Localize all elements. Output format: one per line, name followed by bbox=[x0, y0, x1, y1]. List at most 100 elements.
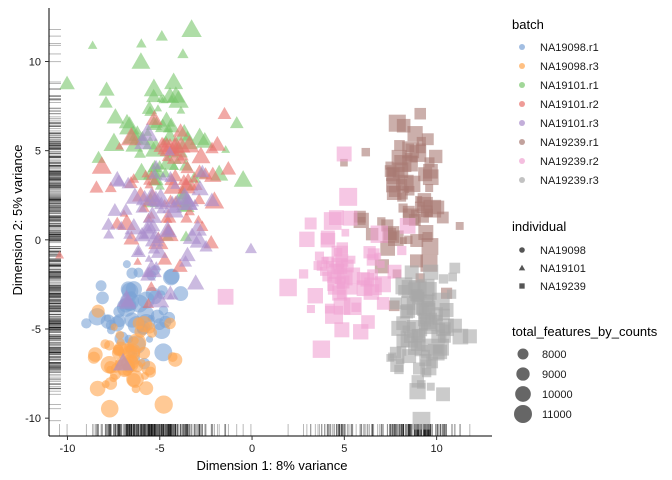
data-point bbox=[446, 289, 457, 299]
data-point bbox=[124, 217, 144, 235]
data-point bbox=[229, 116, 244, 129]
legend-individual-label: NA19101 bbox=[540, 263, 586, 275]
legend-batch-label: NA19239.r3 bbox=[540, 175, 599, 187]
legend-size-label: 11000 bbox=[542, 409, 572, 421]
data-point bbox=[367, 269, 378, 281]
data-point bbox=[179, 246, 196, 262]
data-point bbox=[401, 280, 420, 299]
data-point bbox=[164, 317, 176, 330]
data-point bbox=[91, 304, 105, 318]
data-point bbox=[89, 180, 104, 193]
legend-batch-key bbox=[519, 177, 525, 183]
data-point bbox=[323, 212, 342, 230]
data-point bbox=[164, 170, 177, 182]
data-point bbox=[336, 242, 349, 254]
legend-batch-label: NA19239.r1 bbox=[540, 137, 599, 149]
data-point bbox=[419, 354, 432, 367]
data-point bbox=[100, 355, 119, 374]
series-NA19239.r3 bbox=[386, 262, 477, 430]
data-point bbox=[170, 179, 181, 189]
data-point bbox=[96, 291, 109, 305]
data-point bbox=[158, 137, 170, 148]
data-point bbox=[385, 161, 394, 170]
data-point bbox=[137, 346, 151, 360]
data-point bbox=[448, 272, 457, 282]
data-point bbox=[145, 110, 163, 125]
data-point bbox=[298, 269, 309, 279]
data-point bbox=[115, 330, 125, 340]
y-tick-label: 0 bbox=[35, 235, 41, 247]
data-point bbox=[204, 166, 222, 182]
data-point bbox=[101, 217, 116, 230]
legend-size-key bbox=[514, 405, 532, 423]
data-point bbox=[217, 288, 234, 305]
data-point bbox=[412, 411, 431, 430]
data-point bbox=[133, 246, 144, 256]
legend-size-key bbox=[515, 386, 531, 402]
data-point bbox=[417, 193, 432, 207]
data-point bbox=[422, 169, 439, 186]
data-point bbox=[106, 108, 125, 124]
data-point bbox=[422, 232, 433, 242]
data-point bbox=[377, 260, 385, 268]
data-point bbox=[181, 19, 202, 38]
data-point bbox=[426, 382, 435, 391]
data-point bbox=[87, 40, 98, 49]
data-point bbox=[322, 271, 333, 282]
data-point bbox=[148, 168, 161, 179]
data-point bbox=[139, 381, 154, 396]
data-point bbox=[436, 387, 450, 402]
data-point bbox=[404, 265, 419, 280]
data-point bbox=[191, 180, 209, 196]
data-point bbox=[449, 262, 461, 274]
x-tick-label: 0 bbox=[249, 443, 255, 455]
data-point bbox=[134, 147, 146, 158]
data-point bbox=[425, 184, 434, 193]
data-point bbox=[177, 177, 196, 194]
legend-individual-key bbox=[518, 264, 526, 271]
data-point bbox=[316, 260, 328, 271]
legend-batch-label: NA19239.r2 bbox=[540, 156, 599, 168]
data-point bbox=[390, 358, 404, 372]
data-point bbox=[135, 201, 148, 213]
data-point bbox=[414, 107, 427, 120]
data-point bbox=[244, 242, 257, 254]
data-point bbox=[422, 300, 436, 314]
legend-batch-key bbox=[519, 139, 525, 145]
data-point bbox=[179, 193, 198, 210]
data-point bbox=[141, 259, 162, 278]
data-point bbox=[110, 323, 118, 331]
data-point bbox=[121, 176, 135, 189]
data-point bbox=[418, 313, 431, 327]
legend-size: total_features_by_counts 8000 9000 10000 11… bbox=[512, 324, 658, 423]
data-point bbox=[370, 225, 388, 243]
data-point bbox=[126, 370, 144, 388]
data-point bbox=[133, 267, 144, 278]
data-point bbox=[404, 175, 421, 193]
data-point bbox=[221, 145, 231, 153]
data-point bbox=[153, 104, 163, 112]
data-point bbox=[351, 302, 361, 312]
data-point bbox=[399, 218, 416, 234]
data-point bbox=[134, 133, 152, 149]
data-point bbox=[125, 187, 145, 204]
legend-individual-title: individual bbox=[512, 219, 566, 234]
data-point bbox=[208, 135, 226, 151]
data-point bbox=[177, 48, 189, 59]
legend-batch-label: NA19098.r1 bbox=[540, 42, 599, 54]
data-point bbox=[376, 297, 390, 310]
data-point bbox=[176, 105, 186, 114]
data-point bbox=[429, 149, 443, 164]
data-point bbox=[162, 285, 179, 300]
data-point bbox=[104, 181, 117, 193]
data-point bbox=[389, 346, 402, 359]
data-point bbox=[120, 127, 142, 146]
legend-batch-key bbox=[519, 120, 525, 126]
legend-size-label: 8000 bbox=[542, 349, 566, 361]
axis-ticks: -10 -5 0 5 10 -10 -5 0 5 10 bbox=[25, 57, 443, 456]
data-point bbox=[439, 331, 451, 343]
data-point bbox=[312, 340, 331, 358]
legend-size-key bbox=[517, 348, 529, 360]
data-point bbox=[163, 214, 173, 223]
